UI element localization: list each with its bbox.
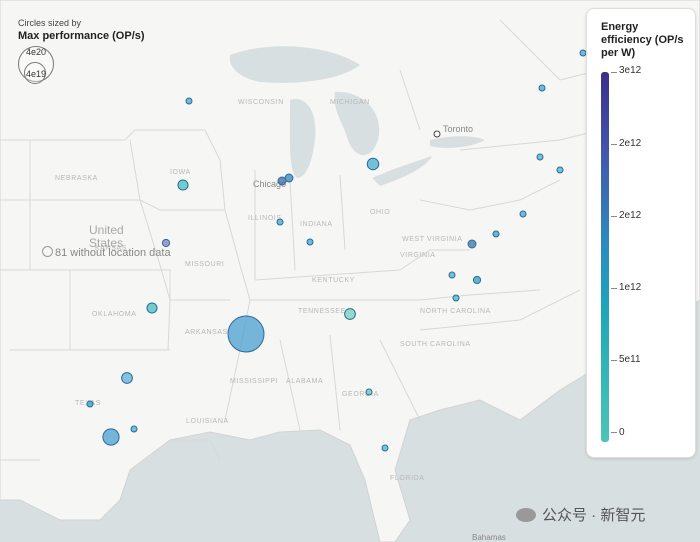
data-point-nj[interactable] xyxy=(519,210,527,218)
label-tennessee: TENNESSEE xyxy=(298,308,346,315)
tick-label: 5e11 xyxy=(619,354,641,365)
tick-label: 2e12 xyxy=(619,138,642,149)
color-legend-title: Energy efficiency (OP/s per W) xyxy=(601,21,684,59)
label-michigan: MICHIGAN xyxy=(330,99,370,106)
label-oklahoma: OKLAHOMA xyxy=(92,311,136,318)
label-north-carolina: NORTH CAROLINA xyxy=(420,308,491,315)
city-labels: United States Chicago Toronto Bahamas xyxy=(89,124,506,542)
label-chicago: Chicago xyxy=(253,179,286,189)
label-south-carolina: SOUTH CAROLINA xyxy=(400,341,471,348)
tick-label: 2e12 xyxy=(619,210,642,221)
label-louisiana: LOUISIANA xyxy=(186,418,229,425)
data-point-oklahoma-east[interactable] xyxy=(121,372,133,384)
data-point-nc[interactable] xyxy=(448,271,456,279)
data-point-missouri[interactable] xyxy=(161,238,171,248)
size-legend: Circles sized by Max performance (OP/s) … xyxy=(18,18,145,84)
lake-michigan xyxy=(289,99,316,178)
lake-huron xyxy=(334,91,380,155)
label-georgia: GEORGIA xyxy=(342,391,379,398)
data-point-texas-large[interactable] xyxy=(102,428,120,446)
label-bahamas: Bahamas xyxy=(472,533,506,542)
data-point-virginia[interactable] xyxy=(467,239,477,249)
label-mississippi: MISSISSIPPI xyxy=(230,378,278,385)
tick-mark xyxy=(611,72,617,73)
data-point-indiana[interactable] xyxy=(306,238,314,246)
missing-location-note: 81 without location data xyxy=(42,246,171,259)
data-point-oklahoma[interactable] xyxy=(146,302,158,314)
data-point-illinois[interactable] xyxy=(276,218,284,226)
tick-mark xyxy=(611,360,617,361)
data-point-chicago-b[interactable] xyxy=(284,173,294,183)
label-nebraska: NEBRASKA xyxy=(55,175,98,182)
label-ohio: OHIO xyxy=(370,209,390,216)
missing-location-text: 81 without location data xyxy=(55,247,171,259)
label-west-virginia: WEST VIRGINIA xyxy=(402,236,463,243)
data-point-tennessee[interactable] xyxy=(344,308,356,320)
info-circle-icon xyxy=(42,246,53,257)
color-scale-bar xyxy=(601,72,609,442)
size-legend-title: Max performance (OP/s) xyxy=(18,30,145,42)
wechat-icon xyxy=(516,508,536,522)
lake-erie xyxy=(372,156,432,186)
data-point-florida[interactable] xyxy=(381,444,389,452)
map-labels: NEBRASKA IOWA ILLINOIS INDIANA OHIO MICH… xyxy=(55,99,491,482)
label-kentucky: KENTUCKY xyxy=(312,277,355,284)
data-point-michigan[interactable] xyxy=(366,157,380,171)
data-point-georgia[interactable] xyxy=(365,388,373,396)
lake-ontario xyxy=(430,136,485,148)
label-missouri: MISSOURI xyxy=(185,261,224,268)
tick-mark xyxy=(611,216,617,217)
color-legend: Energy efficiency (OP/s per W) 3e12 2e12… xyxy=(586,8,696,458)
data-point-ny[interactable] xyxy=(536,153,544,161)
data-point-mass[interactable] xyxy=(556,166,564,174)
data-point-virginia-2[interactable] xyxy=(472,275,482,285)
tick-label: 3e12 xyxy=(619,65,642,76)
label-kansas: KANSAS xyxy=(95,245,127,252)
data-point-nc-2[interactable] xyxy=(452,294,460,302)
tick-mark xyxy=(611,144,617,145)
data-point-maryland[interactable] xyxy=(492,230,500,238)
label-illinois: ILLINOIS xyxy=(248,215,282,222)
watermark-text: 公众号 · 新智元 xyxy=(542,507,646,524)
data-point-vermont[interactable] xyxy=(538,84,546,92)
data-point-minnesota[interactable] xyxy=(185,97,193,105)
size-legend-small-label: 4e19 xyxy=(26,69,47,79)
watermark: 公众号 · 新智元 xyxy=(516,504,645,525)
label-iowa: IOWA xyxy=(170,169,191,176)
data-points[interactable] xyxy=(86,49,587,452)
label-virginia: VIRGINIA xyxy=(400,252,436,259)
label-states: States xyxy=(89,236,123,250)
label-united: United xyxy=(89,223,124,237)
data-point-iowa[interactable] xyxy=(177,179,189,191)
label-arkansas: ARKANSAS xyxy=(185,329,228,336)
tick-label: 0 xyxy=(619,427,625,438)
data-point-texas-2[interactable] xyxy=(130,425,138,433)
lake-superior xyxy=(229,46,360,83)
data-point-texas-1[interactable] xyxy=(86,400,94,408)
label-toronto: Toronto xyxy=(443,124,473,134)
data-point-arkansas-large[interactable] xyxy=(227,315,265,353)
tick-label: 1e12 xyxy=(619,282,642,293)
size-legend-large-label: 4e20 xyxy=(26,47,47,57)
size-legend-caption: Circles sized by xyxy=(18,18,82,28)
tick-mark xyxy=(611,432,617,433)
label-indiana: INDIANA xyxy=(300,221,333,228)
size-legend-small-circle xyxy=(24,62,46,84)
data-point-toronto[interactable] xyxy=(433,130,441,138)
label-florida: FLORIDA xyxy=(390,475,425,482)
label-wisconsin: WISCONSIN xyxy=(238,99,284,106)
tick-mark xyxy=(611,288,617,289)
state-borders xyxy=(0,19,641,461)
label-alabama: ALABAMA xyxy=(286,378,323,385)
